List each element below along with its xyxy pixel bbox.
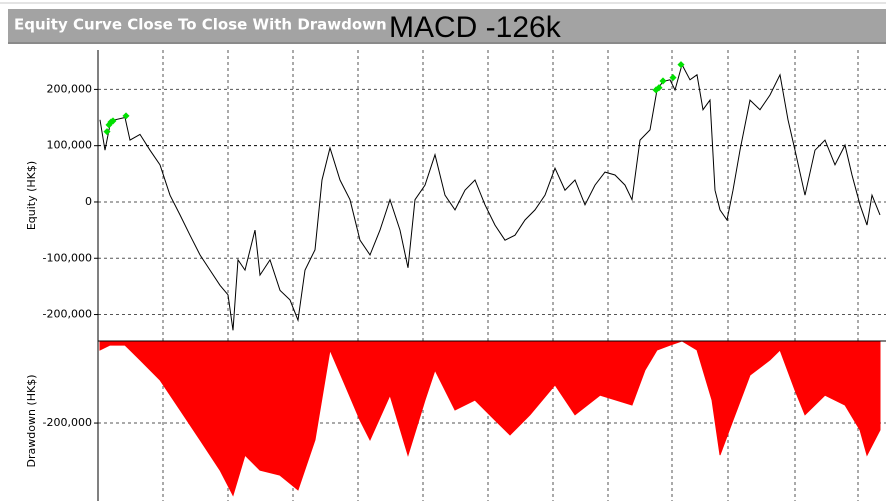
plot-area: -200,000 -100,000 0 100,000 200,000 Equity (H… bbox=[25, 50, 886, 501]
chart-title: Equity Curve Close To Close With Drawdow… bbox=[14, 16, 387, 34]
new-high-marker bbox=[109, 117, 117, 125]
y-tick-label: -100,000 bbox=[43, 251, 92, 264]
new-high-marker bbox=[659, 77, 667, 85]
new-high-marker bbox=[103, 128, 111, 136]
y-tick-label: 200,000 bbox=[47, 82, 93, 95]
y-axis-label: Equity (HK$) bbox=[25, 161, 38, 230]
new-high-marker bbox=[655, 84, 663, 92]
annotation: MACD -126k bbox=[389, 11, 562, 44]
new-high-marker bbox=[122, 112, 130, 120]
equity-line bbox=[99, 63, 881, 331]
y-axis-label: Drawdown (HK$) bbox=[25, 375, 38, 468]
y-tick-label: 0 bbox=[85, 195, 92, 208]
new-high-marker bbox=[669, 74, 677, 82]
title-bar bbox=[8, 9, 886, 42]
y-tick-label: -200,000 bbox=[43, 308, 92, 321]
y-tick-label: -200,000 bbox=[43, 416, 92, 429]
new-high-marker bbox=[677, 61, 685, 69]
title-bar-edge bbox=[8, 42, 886, 44]
drawdown-area bbox=[99, 340, 881, 497]
y-tick-label: 100,000 bbox=[47, 139, 93, 152]
